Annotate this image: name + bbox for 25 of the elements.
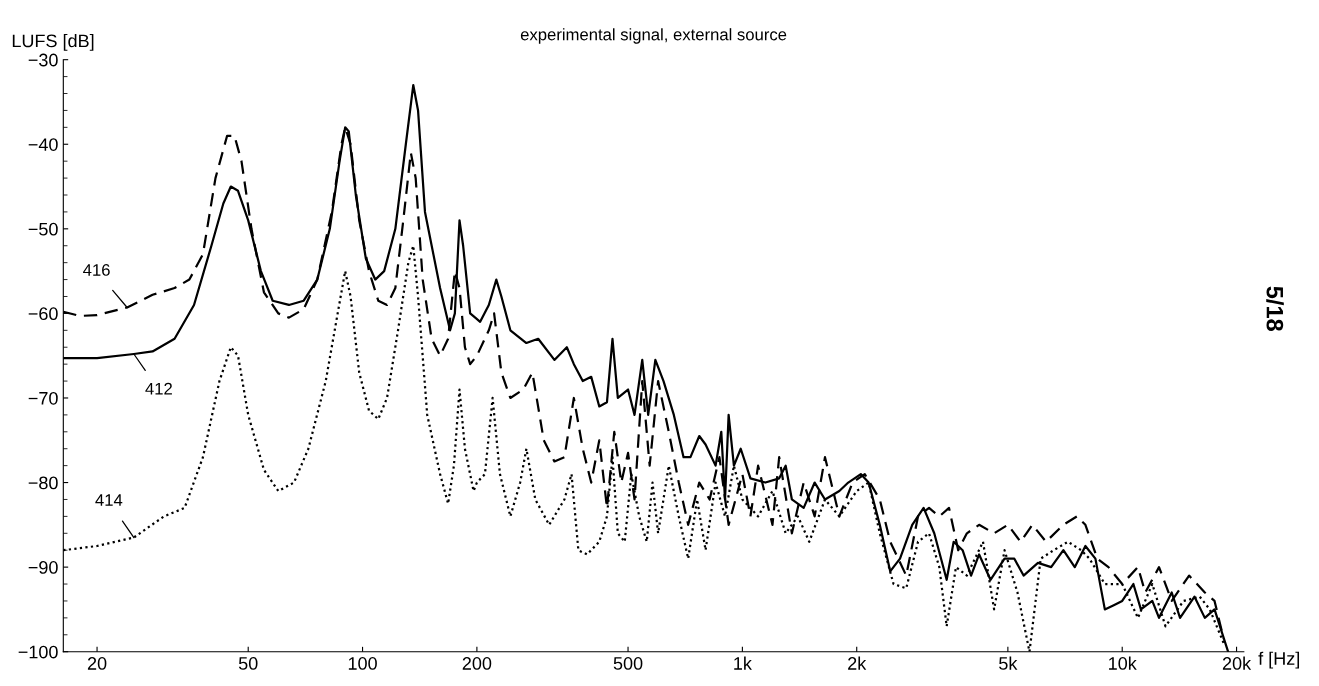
y-tick-label: −40 bbox=[28, 138, 58, 151]
x-tick-label: 200 bbox=[462, 657, 492, 670]
legend-label: 412 bbox=[145, 382, 172, 395]
text: 416 bbox=[83, 264, 110, 276]
y-tick-label: −60 bbox=[28, 307, 58, 321]
x-tick-label: 50 bbox=[238, 657, 258, 670]
y-tick-label: −70 bbox=[28, 391, 58, 405]
text: 5/18 bbox=[1266, 286, 1284, 331]
x-tick-label: 100 bbox=[348, 657, 377, 670]
x-axis-title: f [Hz] bbox=[1258, 651, 1300, 669]
x-tick-label: 20k bbox=[1222, 656, 1252, 670]
y-axis-title: LUFS [dB] bbox=[12, 33, 94, 51]
y-tick-label: −30 bbox=[28, 53, 58, 67]
chart-title: experimental signal, external source bbox=[520, 28, 787, 44]
x-tick-label: 10k bbox=[1109, 656, 1137, 670]
y-tick-label: −80 bbox=[28, 476, 58, 490]
x-tick-label: 20 bbox=[87, 657, 107, 670]
x-tick-label: 500 bbox=[613, 657, 643, 670]
y-tick-label: −90 bbox=[28, 561, 58, 574]
y-tick-label: −100 bbox=[18, 645, 58, 659]
y-tick-label: −50 bbox=[28, 222, 58, 236]
series-label: 414 bbox=[95, 494, 123, 506]
x-tick-label: 2k bbox=[848, 656, 867, 670]
x-tick-label: 1k bbox=[734, 656, 752, 670]
x-tick-label: 5k bbox=[999, 656, 1018, 670]
